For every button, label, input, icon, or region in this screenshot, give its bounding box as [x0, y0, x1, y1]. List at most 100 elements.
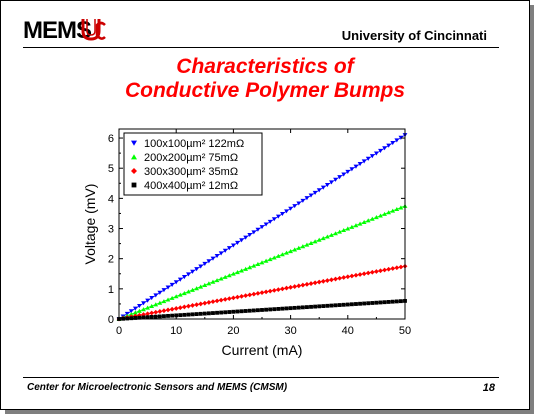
data-point: [239, 309, 244, 314]
data-point: [251, 308, 256, 313]
data-point: [177, 277, 183, 282]
data-point: [296, 283, 302, 289]
data-point: [357, 272, 363, 277]
data-point: [329, 180, 334, 185]
data-point: [320, 185, 326, 190]
data-point: [247, 308, 252, 313]
data-point: [365, 218, 371, 223]
data-point: [190, 303, 195, 308]
data-point: [333, 303, 338, 308]
data-point: [358, 301, 362, 306]
data-point: [131, 182, 137, 188]
data-point: [398, 264, 404, 270]
data-point: [264, 307, 269, 312]
data-point: [132, 313, 138, 319]
university-name: University of Cincinnati: [341, 28, 487, 43]
data-point: [288, 206, 293, 211]
data-point: [214, 278, 220, 283]
data-point: [243, 266, 249, 271]
data-point: [137, 312, 142, 318]
legend-entry: 400x400µm² 12mΩ: [131, 180, 238, 192]
data-point: [202, 282, 208, 287]
data-point: [354, 302, 358, 306]
data-point: [349, 224, 355, 229]
title-line-1: Characteristics of: [176, 55, 354, 78]
data-point: [382, 300, 387, 305]
data-point: [292, 284, 298, 289]
data-point: [300, 282, 306, 288]
data-point: [153, 293, 159, 298]
data-point: [304, 242, 310, 247]
data-point: [239, 238, 244, 243]
data-point: [206, 300, 212, 305]
y-tick-label: 4: [108, 193, 114, 205]
data-point: [300, 244, 306, 249]
data-point: [337, 229, 343, 234]
data-point: [390, 140, 396, 146]
data-point: [222, 274, 228, 279]
data-point: [132, 310, 138, 315]
data-point: [214, 254, 220, 259]
data-point: [386, 210, 392, 215]
data-point: [284, 250, 289, 255]
data-point: [271, 255, 277, 260]
legend-label: 100x100µm² 122mΩ: [144, 138, 244, 150]
data-point: [386, 266, 392, 272]
data-point: [194, 286, 200, 291]
data-point: [349, 273, 355, 279]
y-tick-label: 3: [108, 224, 114, 236]
legend-label: 200x200µm² 75mΩ: [144, 152, 238, 164]
data-point: [361, 271, 367, 277]
data-point: [206, 281, 212, 286]
data-point: [300, 198, 306, 203]
data-point: [247, 265, 253, 270]
data-point: [382, 211, 387, 216]
data-point: [321, 304, 326, 308]
data-point: [374, 269, 379, 274]
data-point: [222, 296, 228, 302]
data-point: [292, 204, 298, 209]
data-point: [357, 221, 363, 226]
data-point: [137, 315, 142, 320]
data-point: [280, 252, 285, 257]
data-point: [378, 268, 383, 274]
data-point: [178, 313, 183, 318]
data-point: [320, 236, 326, 241]
data-point: [251, 291, 257, 297]
data-point: [198, 301, 204, 307]
data-point: [153, 314, 158, 319]
data-point: [386, 143, 392, 148]
data-point: [370, 301, 375, 305]
data-point: [329, 232, 334, 237]
data-point: [247, 232, 253, 238]
data-point: [280, 306, 285, 311]
data-point: [206, 311, 211, 316]
data-point: [222, 248, 228, 253]
data-point: [157, 290, 163, 295]
data-point: [128, 309, 134, 314]
data-point: [292, 247, 298, 252]
data-point: [325, 303, 330, 308]
data-point: [280, 211, 285, 217]
data-point: [145, 298, 150, 303]
data-point: [194, 302, 200, 308]
data-point: [190, 312, 195, 317]
data-point: [166, 313, 170, 318]
data-point: [271, 287, 277, 293]
data-point: [390, 266, 396, 271]
data-point: [365, 156, 371, 161]
data-point: [255, 290, 261, 296]
data-point: [161, 288, 167, 293]
data-point: [288, 248, 293, 254]
data-point: [235, 269, 240, 275]
data-point: [186, 303, 191, 309]
data-point: [366, 301, 371, 306]
data-point: [357, 162, 363, 167]
data-point: [374, 300, 379, 305]
data-point: [219, 310, 224, 315]
data-point: [145, 305, 150, 310]
data-point: [308, 193, 314, 198]
data-point: [169, 306, 175, 312]
data-point: [353, 223, 359, 228]
data-point: [231, 295, 236, 301]
